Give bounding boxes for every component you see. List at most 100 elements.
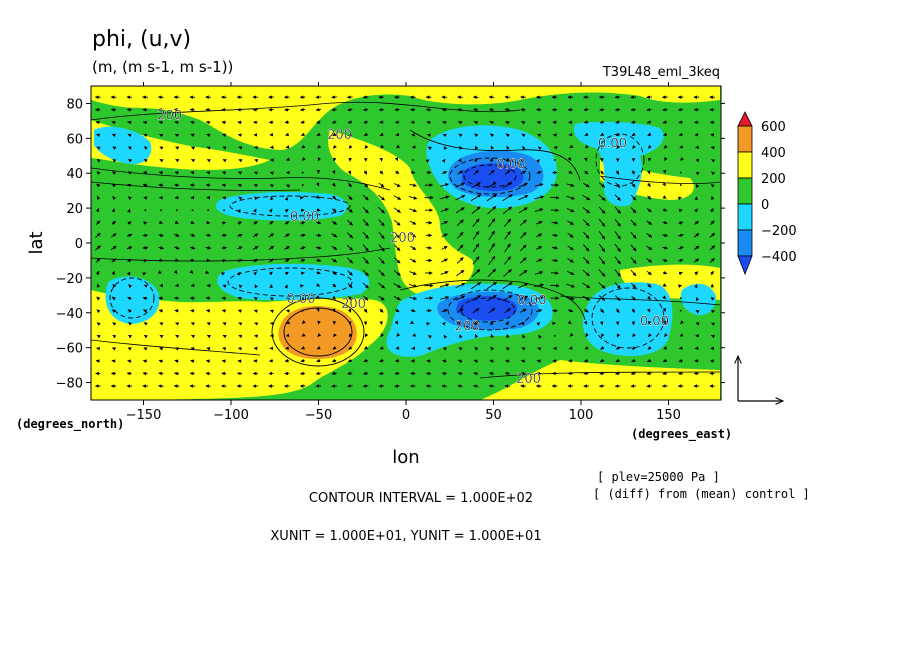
wind-vector xyxy=(205,120,211,125)
wind-vector xyxy=(175,159,180,163)
wind-vector xyxy=(189,108,195,112)
wind-vector xyxy=(142,120,148,125)
wind-vector xyxy=(614,243,621,253)
wind-vector xyxy=(127,133,132,138)
wind-vector xyxy=(504,243,511,253)
wind-vector xyxy=(301,346,306,350)
wind-vector xyxy=(693,245,700,251)
wind-vector xyxy=(598,295,606,301)
wind-vector xyxy=(583,157,588,162)
wind-vector xyxy=(362,194,369,201)
wind-vector xyxy=(455,282,466,289)
wind-vector xyxy=(474,145,479,150)
wind-vector xyxy=(395,346,400,350)
wind-vector xyxy=(646,308,651,313)
wind-vector xyxy=(518,207,528,214)
wind-vector xyxy=(488,255,496,265)
wind-vector xyxy=(441,321,446,326)
wind-vector xyxy=(568,170,573,174)
wind-vector xyxy=(362,282,369,289)
wind-vector xyxy=(301,333,306,337)
wind-vector xyxy=(614,282,621,289)
wind-vector xyxy=(412,159,414,161)
chart-subtitle: (m, (m s-1, m s-1)) xyxy=(92,58,233,76)
wind-vector xyxy=(678,258,684,263)
wind-vector xyxy=(471,269,481,277)
wind-vector xyxy=(663,320,668,325)
wind-vector xyxy=(457,158,462,163)
wind-vector xyxy=(584,345,589,350)
wind-vector xyxy=(473,120,479,125)
wind-vector xyxy=(426,133,431,137)
wind-vector xyxy=(662,107,668,112)
x-axis-label: lon xyxy=(392,447,419,468)
plot-area: 200 200 0.00 0.00 0.00 200 0.00 200 200 0.00 0.00 2… xyxy=(91,86,721,400)
wind-vector xyxy=(553,334,556,337)
wind-vector xyxy=(127,183,132,188)
wind-vector xyxy=(472,230,480,240)
wind-vector xyxy=(630,194,637,201)
wind-vector xyxy=(348,345,353,350)
wind-vector xyxy=(647,195,652,200)
wind-vector xyxy=(143,171,148,175)
wind-vector xyxy=(221,296,227,301)
wind-vector xyxy=(159,322,164,326)
wind-vector xyxy=(286,184,291,188)
wind-vector xyxy=(394,308,400,313)
wind-vector xyxy=(237,183,242,188)
wind-vector xyxy=(442,120,447,125)
wind-vector xyxy=(458,359,463,364)
wind-vector xyxy=(158,120,164,125)
wind-vector xyxy=(347,270,353,276)
wind-vector xyxy=(455,295,466,301)
wind-vector xyxy=(95,220,101,226)
wind-vector xyxy=(457,308,464,313)
wind-vector xyxy=(584,132,589,136)
wind-vector xyxy=(189,371,195,376)
wind-vector xyxy=(441,309,448,313)
wind-vector xyxy=(127,296,132,301)
wind-vector xyxy=(678,132,683,137)
wind-vector xyxy=(600,132,605,137)
wind-vector xyxy=(316,132,321,136)
colorbar-label: 200 xyxy=(761,172,786,187)
x-tick-label: −50 xyxy=(305,408,332,423)
wind-vector xyxy=(301,144,306,149)
wind-vector xyxy=(441,258,448,263)
wind-vector xyxy=(599,120,605,124)
wind-vector xyxy=(316,208,321,212)
wind-vector xyxy=(254,158,259,163)
wind-vector xyxy=(111,271,115,276)
wind-vector xyxy=(111,220,116,225)
wind-vector xyxy=(379,308,384,313)
colorbar-segment xyxy=(737,151,753,179)
wind-vector xyxy=(348,333,353,338)
wind-vector xyxy=(300,132,305,136)
wind-vector xyxy=(711,322,716,327)
wind-vector xyxy=(316,345,321,350)
wind-vector xyxy=(615,371,621,376)
wind-vector xyxy=(331,308,336,313)
wind-vector xyxy=(443,146,448,151)
wind-vector xyxy=(96,133,100,137)
wind-vector xyxy=(128,334,133,339)
wind-vector xyxy=(569,144,574,149)
wind-vector xyxy=(284,258,290,263)
wind-vector xyxy=(142,371,148,376)
colorbar-label: 600 xyxy=(761,120,786,135)
wind-vector xyxy=(157,270,162,274)
wind-vector xyxy=(126,108,132,112)
wind-vector xyxy=(347,107,353,112)
wind-vector xyxy=(694,208,699,213)
wind-vector xyxy=(189,269,194,274)
wind-vector xyxy=(363,170,368,175)
wind-vector xyxy=(362,107,369,112)
wind-vector xyxy=(504,108,510,112)
wind-vector xyxy=(457,120,463,125)
wind-vector xyxy=(440,296,450,300)
wind-vector xyxy=(534,296,544,300)
wind-vector xyxy=(472,218,480,227)
wind-vector xyxy=(191,334,196,339)
wind-vector xyxy=(662,283,667,287)
wind-vector xyxy=(300,221,306,225)
